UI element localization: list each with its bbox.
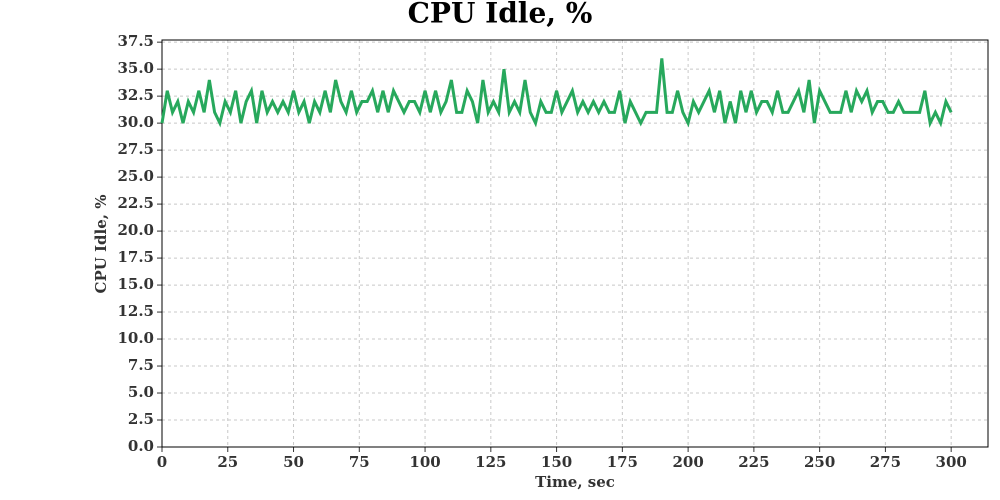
x-tick-label: 0 <box>157 453 167 471</box>
y-tick-label: 7.5 <box>128 356 154 374</box>
y-axis-label: CPU Idle, % <box>92 195 110 294</box>
x-tick-label: 25 <box>217 453 238 471</box>
x-tick-label: 100 <box>409 453 440 471</box>
y-tick-label: 20.0 <box>117 221 154 239</box>
x-tick-label: 125 <box>475 453 506 471</box>
x-tick-label: 250 <box>804 453 835 471</box>
x-axis-label: Time, sec <box>535 473 615 491</box>
x-tick-label: 150 <box>541 453 572 471</box>
x-tick-label: 225 <box>738 453 769 471</box>
plot-frame <box>161 39 989 448</box>
y-tick-label: 35.0 <box>117 59 154 77</box>
y-tick-label: 22.5 <box>117 194 154 212</box>
x-tick-label: 50 <box>283 453 304 471</box>
y-tick-label: 15.0 <box>117 275 154 293</box>
data-line <box>160 58 953 129</box>
x-tick-label: 300 <box>936 453 967 471</box>
y-tick-label: 27.5 <box>117 140 154 158</box>
y-tick-label: 10.0 <box>117 329 154 347</box>
y-tick-label: 25.0 <box>117 167 154 185</box>
chart-title: CPU Idle, % <box>408 0 593 30</box>
y-tick-label: 0.0 <box>128 437 154 455</box>
y-tick-label: 37.5 <box>117 32 154 50</box>
x-tick-label: 275 <box>870 453 901 471</box>
y-tick-label: 30.0 <box>117 113 154 131</box>
y-tick-label: 5.0 <box>128 383 154 401</box>
x-tick-label: 175 <box>607 453 638 471</box>
y-tick-label: 17.5 <box>117 248 154 266</box>
x-tick-label: 75 <box>349 453 370 471</box>
x-tick-label: 200 <box>672 453 703 471</box>
y-tick-label: 2.5 <box>128 410 154 428</box>
y-tick-label: 12.5 <box>117 302 154 320</box>
y-tick-label: 32.5 <box>117 86 154 104</box>
